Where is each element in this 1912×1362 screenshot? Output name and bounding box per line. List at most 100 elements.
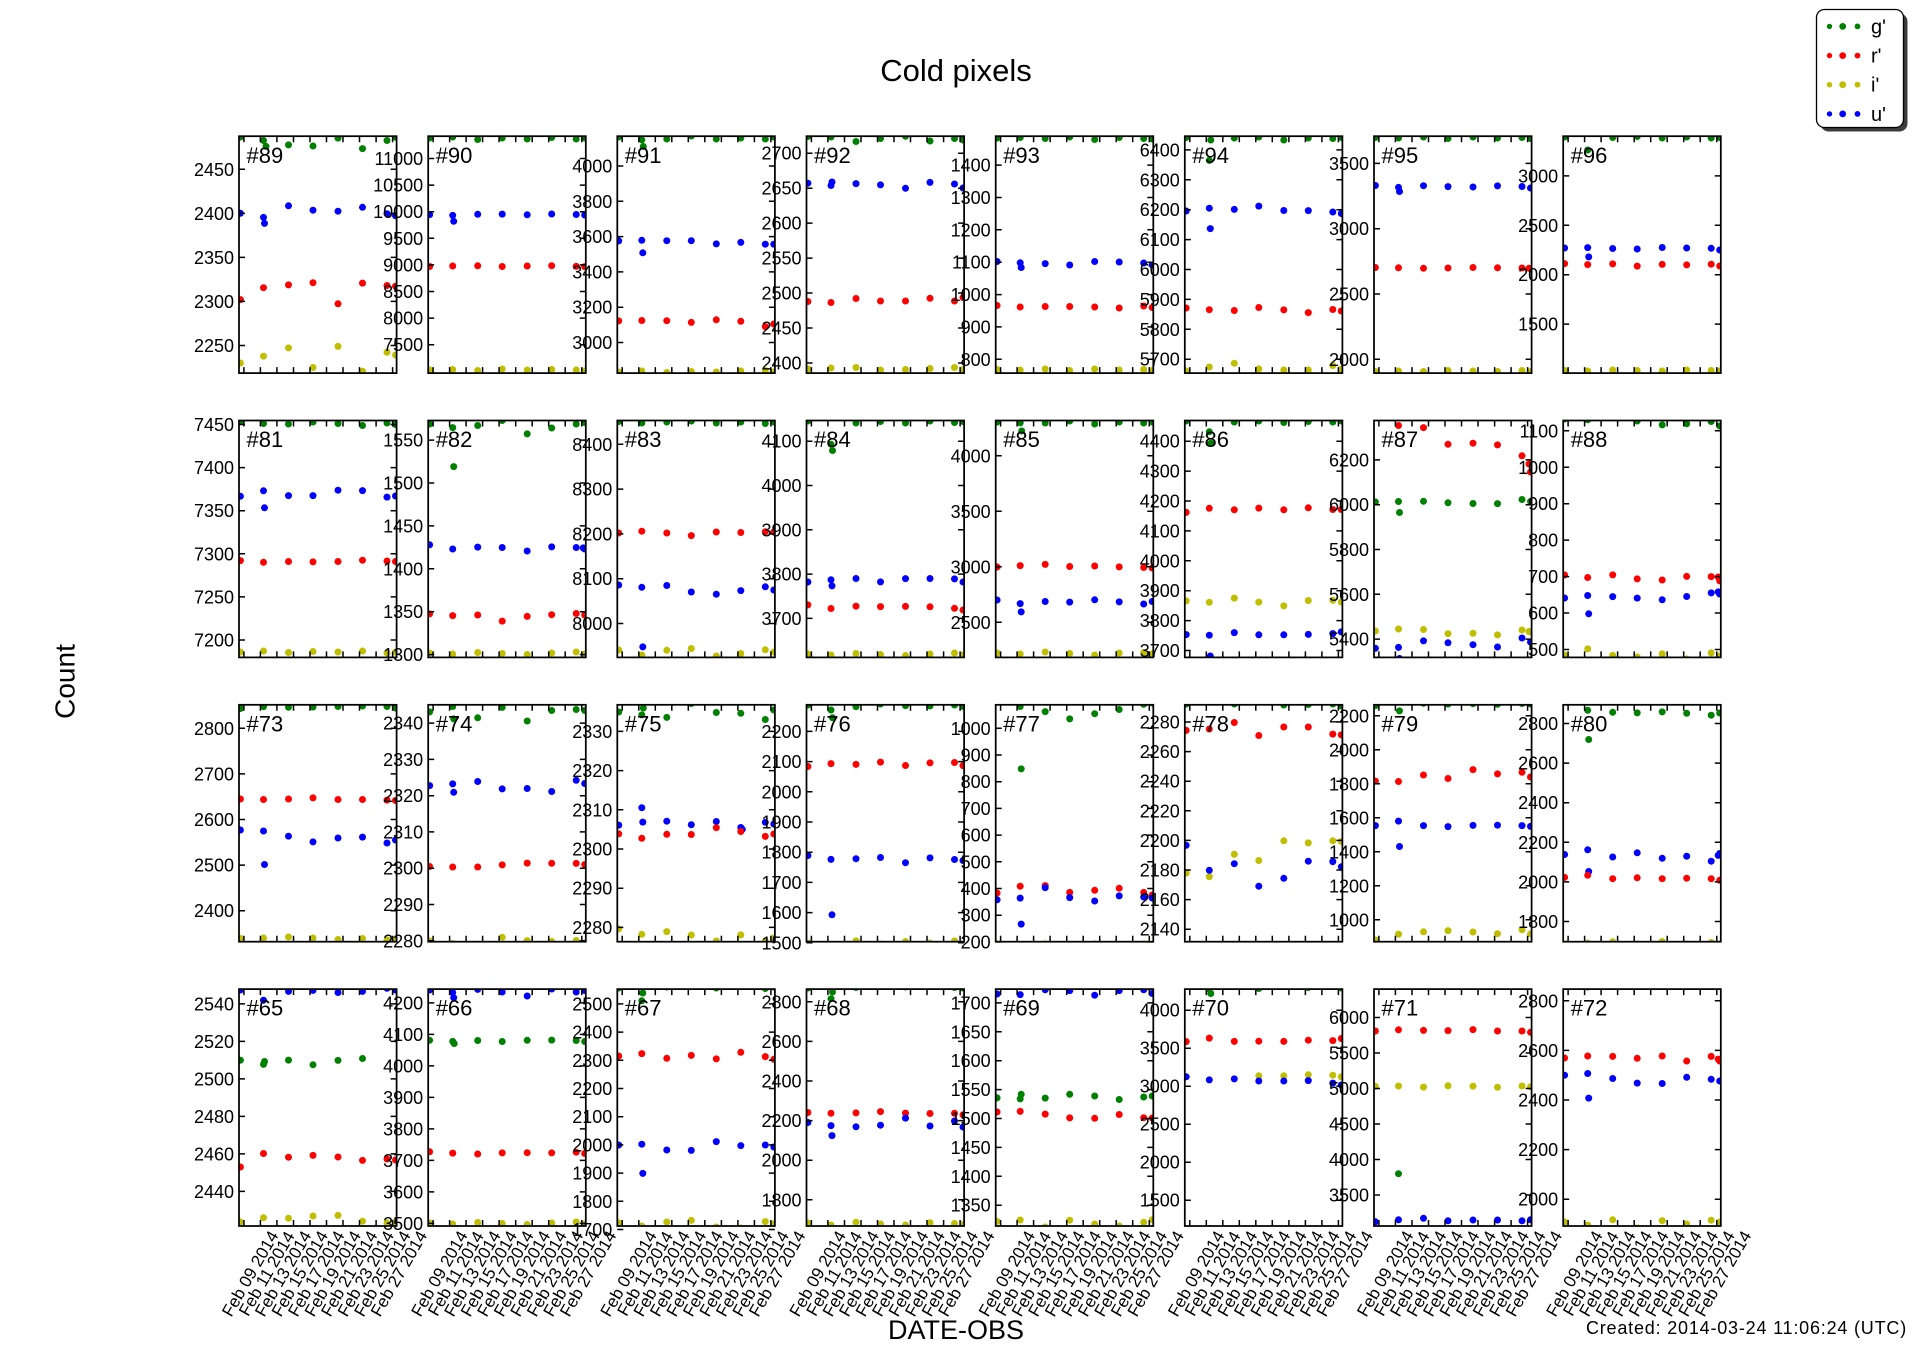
svg-text:#87: #87 [1382,427,1419,452]
svg-text:6200: 6200 [1140,200,1180,220]
svg-text:Count: Count [50,644,81,719]
svg-text:5600: 5600 [1329,585,1369,605]
svg-text:3700: 3700 [383,1151,423,1171]
svg-text:3900: 3900 [761,520,801,540]
svg-text:600: 600 [961,826,991,846]
svg-text:2800: 2800 [194,719,234,739]
svg-text:6400: 6400 [1140,140,1180,160]
svg-text:2300: 2300 [572,1051,612,1071]
svg-text:4000: 4000 [383,1056,423,1076]
svg-text:#77: #77 [1003,711,1040,736]
svg-text:2280: 2280 [572,918,612,938]
svg-text:1300: 1300 [383,645,423,665]
svg-text:2260: 2260 [1140,742,1180,762]
svg-text:#81: #81 [247,427,284,452]
svg-text:4000: 4000 [572,157,612,177]
svg-text:DATE-OBS: DATE-OBS [888,1315,1024,1345]
svg-text:2500: 2500 [194,1069,234,1089]
svg-text:#65: #65 [247,996,284,1021]
svg-text:2500: 2500 [1140,1115,1180,1135]
svg-text:2310: 2310 [572,800,612,820]
svg-text:3900: 3900 [383,1088,423,1108]
svg-text:2320: 2320 [383,786,423,806]
svg-text:#76: #76 [814,711,851,736]
svg-text:#80: #80 [1571,711,1608,736]
svg-text:5700: 5700 [1140,350,1180,370]
svg-text:10500: 10500 [373,176,423,196]
svg-text:2200: 2200 [1518,1140,1558,1160]
svg-text:1400: 1400 [951,156,991,176]
svg-text:2500: 2500 [761,284,801,304]
svg-text:3500: 3500 [951,502,991,522]
svg-text:10000: 10000 [373,202,423,222]
svg-text:3500: 3500 [1140,1039,1180,1059]
svg-text:#74: #74 [436,711,473,736]
svg-text:2000: 2000 [1518,265,1558,285]
svg-text:2440: 2440 [194,1182,234,1202]
svg-text:1000: 1000 [1518,458,1558,478]
svg-text:1200: 1200 [951,220,991,240]
svg-text:2280: 2280 [383,931,423,951]
svg-text:2100: 2100 [572,1107,612,1127]
svg-text:8500: 8500 [383,282,423,302]
svg-text:700: 700 [961,799,991,819]
svg-text:Created: 2014-03-24 11:06:24 (: Created: 2014-03-24 11:06:24 (UTC) [1586,1318,1907,1338]
svg-text:1450: 1450 [383,516,423,536]
svg-text:3200: 3200 [572,298,612,318]
svg-text:2800: 2800 [761,992,801,1012]
svg-text:1500: 1500 [383,474,423,494]
svg-text:1450: 1450 [951,1138,991,1158]
svg-text:4100: 4100 [383,1025,423,1045]
svg-text:2000: 2000 [572,1135,612,1155]
svg-text:1650: 1650 [951,1022,991,1042]
svg-text:2350: 2350 [194,248,234,268]
svg-text:2200: 2200 [572,1079,612,1099]
svg-text:2400: 2400 [572,1023,612,1043]
svg-text:2600: 2600 [761,214,801,234]
svg-text:6000: 6000 [1329,1008,1369,1028]
svg-text:3600: 3600 [383,1182,423,1202]
svg-text:#68: #68 [814,996,851,1021]
svg-text:2400: 2400 [1518,1091,1558,1111]
svg-text:2650: 2650 [761,179,801,199]
svg-text:700: 700 [1528,567,1558,587]
svg-text:2600: 2600 [194,810,234,830]
svg-text:2520: 2520 [194,1032,234,1052]
svg-text:#78: #78 [1192,711,1229,736]
svg-text:6000: 6000 [1140,260,1180,280]
svg-text:#72: #72 [1571,996,1608,1021]
svg-text:#90: #90 [436,143,473,168]
svg-text:1300: 1300 [951,188,991,208]
svg-text:3800: 3800 [761,565,801,585]
svg-text:8000: 8000 [572,614,612,634]
svg-text:1800: 1800 [572,1192,612,1212]
svg-text:2250: 2250 [194,336,234,356]
svg-text:1700: 1700 [761,873,801,893]
svg-text:4500: 4500 [1329,1115,1369,1135]
svg-text:#96: #96 [1571,143,1608,168]
svg-text:1000: 1000 [951,285,991,305]
svg-text:7400: 7400 [194,458,234,478]
svg-text:2600: 2600 [1518,1041,1558,1061]
svg-text:2400: 2400 [194,204,234,224]
svg-text:2480: 2480 [194,1107,234,1127]
svg-text:900: 900 [961,317,991,337]
svg-text:2000: 2000 [1518,872,1558,892]
svg-text:2540: 2540 [194,994,234,1014]
svg-text:7350: 7350 [194,501,234,521]
svg-text:1700: 1700 [572,1220,612,1240]
svg-text:6200: 6200 [1329,450,1369,470]
svg-text:2290: 2290 [572,879,612,899]
svg-text:2200: 2200 [1329,706,1369,726]
svg-text:3800: 3800 [1140,611,1180,631]
svg-text:2700: 2700 [194,764,234,784]
svg-text:#71: #71 [1382,996,1419,1021]
svg-text:4200: 4200 [383,993,423,1013]
svg-text:2700: 2700 [761,144,801,164]
svg-text:3000: 3000 [1140,1077,1180,1097]
svg-text:1000: 1000 [1329,910,1369,930]
svg-text:3400: 3400 [572,262,612,282]
svg-text:2160: 2160 [1140,890,1180,910]
svg-text:1500: 1500 [1140,1191,1180,1211]
svg-text:2400: 2400 [761,354,801,374]
